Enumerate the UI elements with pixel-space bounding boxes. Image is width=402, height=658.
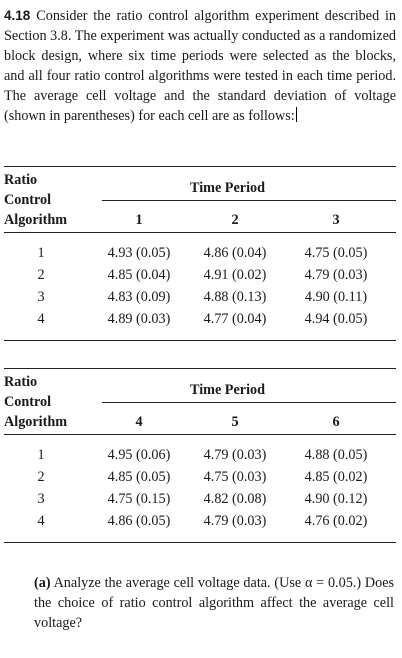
table-cell: 4.85 (0.05) [107, 469, 171, 485]
column-header: 6 [332, 414, 340, 430]
algorithm-label: 4 [37, 513, 45, 529]
algorithm-label: 3 [37, 491, 45, 507]
table-cell: 4.88 (0.05) [304, 447, 368, 463]
column-header: 5 [231, 414, 239, 430]
table-cell: 4.79 (0.03) [203, 513, 267, 529]
column-header: 2 [231, 212, 239, 228]
table-cell: 4.82 (0.08) [203, 491, 267, 507]
group-header: Time Period [190, 382, 265, 398]
group-underline [102, 402, 396, 403]
row-header-line2: Control [4, 192, 52, 208]
table-time-periods-4-6: Ratio Control Algorithm Time Period 4 5 … [4, 368, 396, 548]
table-bottom-rule [4, 340, 396, 341]
table-cell: 4.91 (0.02) [203, 267, 267, 283]
header-bottom-rule [4, 232, 396, 233]
table-cell: 4.94 (0.05) [304, 311, 368, 327]
part-a-text: Analyze the average cell voltage data. (… [34, 575, 395, 631]
table-top-rule [4, 166, 396, 167]
part-a-label: (a) [34, 575, 51, 591]
problem-number: 4.18 [4, 8, 31, 23]
header-bottom-rule [4, 434, 396, 435]
table-cell: 4.95 (0.06) [107, 447, 171, 463]
table-cell: 4.79 (0.03) [203, 447, 267, 463]
table-cell: 4.85 (0.02) [304, 469, 368, 485]
algorithm-label: 2 [37, 469, 45, 485]
row-header-line3: Algorithm [4, 414, 68, 430]
table-cell: 4.93 (0.05) [107, 245, 171, 261]
table-cell: 4.85 (0.04) [107, 267, 171, 283]
problem-text: Consider the ratio control algorithm exp… [4, 8, 396, 124]
column-header: 3 [332, 212, 340, 228]
table-cell: 4.75 (0.03) [203, 469, 267, 485]
group-header: Time Period [190, 180, 265, 196]
row-header-line3: Algorithm [4, 212, 68, 228]
table-top-rule [4, 368, 396, 369]
part-a: (a) Analyze the average cell voltage dat… [34, 573, 394, 633]
table-cell: 4.86 (0.05) [107, 513, 171, 529]
table-cell: 4.86 (0.04) [203, 245, 267, 261]
table-cell: 4.76 (0.02) [304, 513, 368, 529]
algorithm-label: 1 [37, 447, 45, 463]
table-cell: 4.90 (0.11) [304, 289, 368, 305]
algorithm-label: 4 [37, 311, 45, 327]
row-header-line1: Ratio [4, 172, 38, 188]
table-cell: 4.83 (0.09) [107, 289, 171, 305]
table-cell: 4.89 (0.03) [107, 311, 171, 327]
group-underline [102, 200, 396, 201]
algorithm-label: 2 [37, 267, 45, 283]
algorithm-label: 1 [37, 245, 45, 261]
row-header-line1: Ratio [4, 374, 38, 390]
column-header: 1 [135, 212, 143, 228]
table-cell: 4.77 (0.04) [203, 311, 267, 327]
table-cell: 4.90 (0.12) [304, 491, 368, 507]
table-cell: 4.79 (0.03) [304, 267, 368, 283]
table-cell: 4.75 (0.15) [107, 491, 171, 507]
table-time-periods-1-3: Ratio Control Algorithm Time Period 1 2 … [4, 166, 396, 346]
row-header-line2: Control [4, 394, 52, 410]
problem-statement: 4.18 Consider the ratio control algorithm… [4, 6, 396, 126]
table-bottom-rule [4, 542, 396, 543]
table-cell: 4.88 (0.13) [203, 289, 267, 305]
algorithm-label: 3 [37, 289, 45, 305]
text-cursor [295, 107, 297, 122]
column-header: 4 [135, 414, 143, 430]
table-cell: 4.75 (0.05) [304, 245, 368, 261]
